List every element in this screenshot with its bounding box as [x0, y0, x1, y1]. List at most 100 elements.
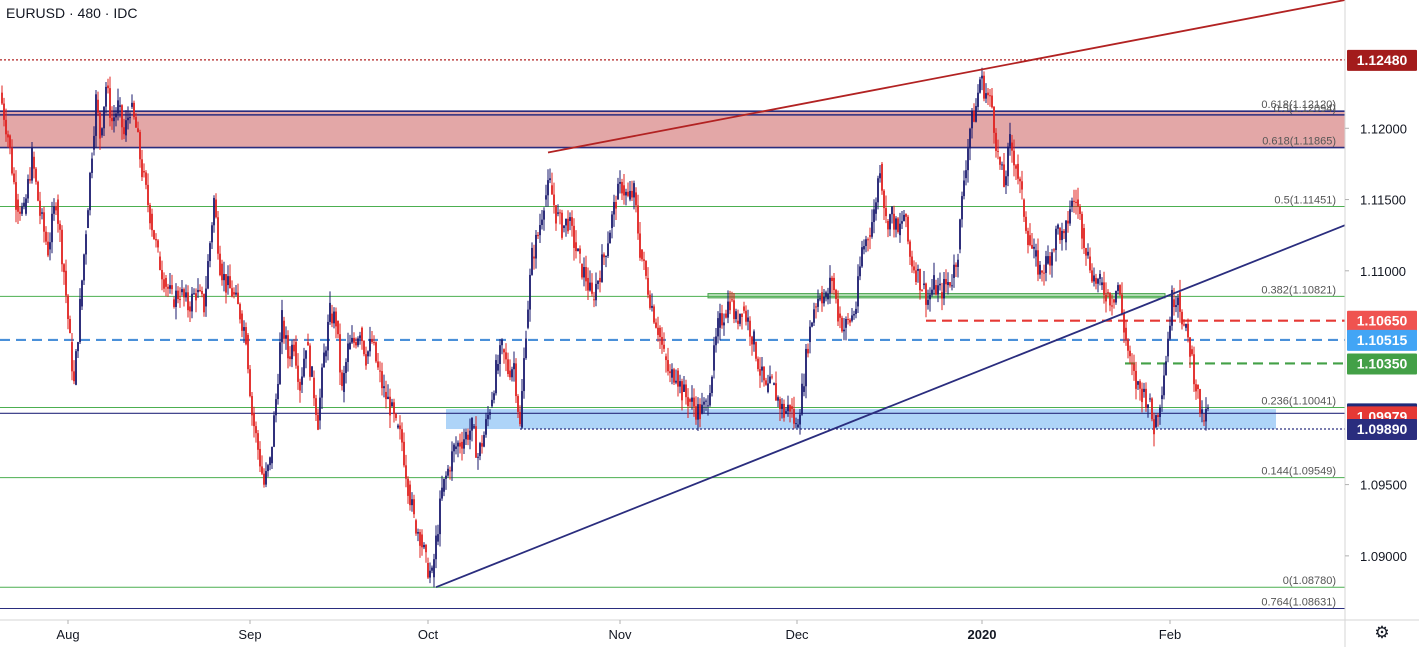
candle-body	[971, 111, 973, 129]
candle-body	[1091, 270, 1093, 282]
candle-body	[1199, 389, 1201, 414]
candle-body	[387, 396, 389, 400]
fib-label: 0.764(1.08631)	[1261, 596, 1336, 608]
candle-body	[1039, 264, 1041, 275]
candle-body	[721, 313, 723, 326]
candle-body	[219, 253, 221, 275]
candle-body	[9, 135, 11, 148]
candle-body	[639, 233, 641, 258]
candle-body	[909, 241, 911, 257]
candle-body	[477, 456, 479, 458]
candle-body	[537, 234, 539, 237]
candle-body	[1029, 235, 1031, 245]
candle-body	[491, 399, 493, 407]
candle-body	[561, 212, 563, 238]
candle-body	[243, 327, 245, 331]
candle-body	[123, 127, 125, 135]
candle-body	[937, 285, 939, 295]
candle-body	[87, 210, 89, 229]
candle-body	[153, 230, 155, 240]
candle-body	[699, 404, 701, 420]
candle-body	[775, 383, 777, 401]
candle-body	[1043, 272, 1045, 274]
candle-body	[353, 337, 355, 343]
price-tag: 1.10515	[1347, 329, 1417, 351]
candle-body	[823, 296, 825, 304]
candle-body	[1065, 220, 1067, 243]
candle-body	[665, 356, 667, 361]
candle-body	[1141, 388, 1143, 403]
candle-body	[747, 317, 749, 322]
candle-body	[839, 313, 841, 318]
candle-body	[451, 451, 453, 472]
candle-body	[1, 92, 3, 104]
candle-body	[607, 243, 609, 257]
candle-body	[269, 457, 271, 466]
candle-body	[1087, 251, 1089, 256]
candle-body	[171, 285, 173, 290]
candle-body	[175, 290, 177, 307]
candle-body	[759, 369, 761, 376]
candle-body	[27, 179, 29, 199]
gear-icon[interactable]: ⚙	[1374, 623, 1390, 642]
candle-body	[1163, 375, 1165, 396]
upper-trendline	[547, 0, 1346, 154]
candle-body	[409, 484, 411, 506]
candle-body	[591, 282, 593, 294]
candle-body	[567, 218, 569, 232]
candle-body	[421, 534, 423, 548]
candle-body	[791, 406, 793, 410]
candle-body	[661, 336, 663, 345]
candle-body	[399, 425, 401, 430]
candle-body	[401, 429, 403, 443]
candle-body	[327, 321, 329, 351]
candle-body	[779, 399, 781, 410]
candle-body	[931, 289, 933, 295]
candle-body	[905, 213, 907, 217]
candle-body	[73, 371, 75, 382]
candle-body	[229, 276, 231, 289]
candle-body	[655, 322, 657, 328]
candle-body	[143, 171, 145, 173]
candle-body	[535, 234, 537, 259]
candle-body	[447, 468, 449, 476]
candle-body	[599, 277, 601, 282]
x-tick-label: Oct	[418, 627, 439, 642]
candle-body	[197, 289, 199, 293]
candle-body	[849, 319, 851, 323]
candle-body	[1109, 292, 1111, 306]
candle-body	[845, 318, 847, 328]
candle-body	[249, 369, 251, 397]
candle-body	[241, 313, 243, 331]
candle-body	[59, 223, 61, 230]
candle-body	[251, 396, 253, 416]
candle-body	[617, 183, 619, 200]
candle-body	[53, 206, 55, 214]
candle-body	[681, 381, 683, 401]
candle-body	[1127, 339, 1129, 351]
candle-body	[691, 397, 693, 402]
candle-body	[651, 305, 653, 308]
zones-layer	[0, 111, 1345, 430]
candle-body	[455, 446, 457, 449]
candle-body	[1207, 407, 1209, 409]
candle-body	[373, 342, 375, 344]
candle-body	[285, 335, 287, 339]
candle-body	[1021, 181, 1023, 190]
candle-body	[713, 345, 715, 371]
candle-body	[943, 279, 945, 299]
candle-body	[287, 335, 289, 359]
candle-body	[167, 286, 169, 289]
candle-body	[597, 281, 599, 284]
candle-body	[39, 200, 41, 216]
candle-body	[69, 319, 71, 334]
candle-body	[891, 206, 893, 215]
candle-body	[165, 277, 167, 287]
candle-body	[1045, 256, 1047, 273]
candle-body	[675, 380, 677, 383]
candle-body	[1125, 327, 1127, 340]
candle-body	[333, 311, 335, 324]
candle-body	[137, 128, 139, 133]
